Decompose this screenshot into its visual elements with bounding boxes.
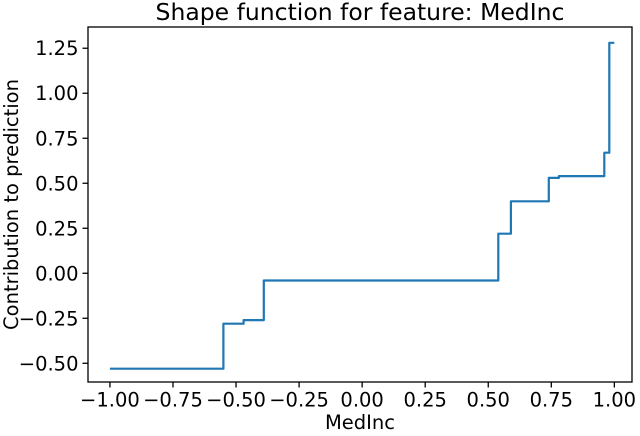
y-tick-label: 1.00 (35, 82, 78, 105)
y-axis-ticks: −0.50 −0.25 0.00 0.25 0.50 0.75 1.00 1.25 (19, 37, 88, 375)
x-tick-label: 1.00 (593, 389, 636, 412)
x-tick-label: −0.25 (269, 389, 329, 412)
x-axis-label: MedInc (325, 411, 395, 432)
x-tick-label: −1.00 (80, 389, 140, 412)
x-tick-label: −0.75 (143, 389, 203, 412)
y-tick-label: 0.25 (35, 217, 78, 240)
y-tick-label: −0.25 (19, 307, 79, 330)
y-tick-label: 0.00 (35, 262, 78, 285)
x-tick-label: 0.75 (530, 389, 573, 412)
y-tick-label: −0.50 (19, 352, 79, 375)
step-line (109, 41, 615, 370)
x-tick-label: 0.25 (403, 389, 446, 412)
x-axis-ticks: −1.00 −0.75 −0.50 −0.25 0.00 0.25 0.50 0.75 1.00 (80, 382, 636, 412)
y-tick-label: 0.50 (35, 172, 78, 195)
x-tick-label: −0.50 (206, 389, 266, 412)
x-tick-label: 0.50 (467, 389, 510, 412)
chart-title: Shape function for feature: MedInc (156, 0, 565, 26)
plot-frame-rect (87, 26, 633, 383)
y-axis-label: Contribution to prediction (0, 79, 23, 330)
y-tick-label: 0.75 (35, 127, 78, 150)
plot-border (87, 26, 633, 383)
y-tick-label: 1.25 (35, 37, 78, 60)
x-tick-label: 0.00 (340, 389, 383, 412)
